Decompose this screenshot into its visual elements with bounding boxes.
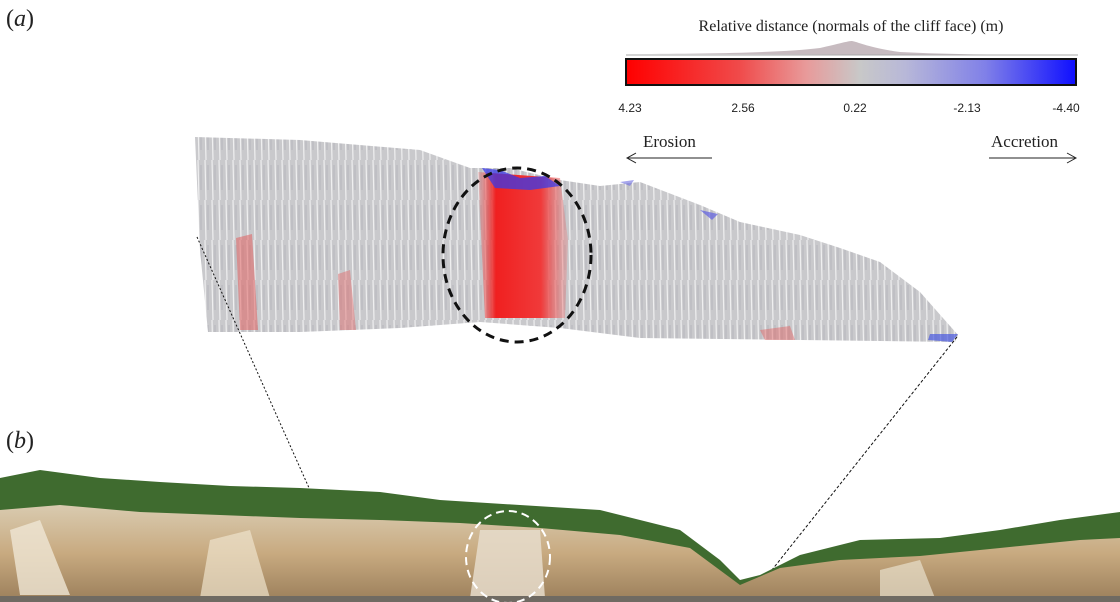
panel-label-b: (b) bbox=[6, 428, 34, 454]
accretion-label: Accretion bbox=[991, 132, 1059, 151]
colorbar-gradient bbox=[625, 58, 1077, 86]
leader-line-left bbox=[196, 236, 348, 574]
colorbar-tick-label: -4.40 bbox=[1052, 101, 1080, 115]
colorbar-tick-label: -2.13 bbox=[953, 101, 981, 115]
colorbar-tick-label: 0.22 bbox=[843, 101, 867, 115]
leader-line-right bbox=[759, 336, 958, 586]
point-cloud-map bbox=[195, 137, 958, 344]
colorbar-title: Relative distance (normals of the cliff … bbox=[698, 18, 1004, 35]
erosion-arrow bbox=[625, 152, 712, 164]
panel-letter-b: b bbox=[14, 428, 26, 454]
erosion-label: Erosion bbox=[643, 132, 696, 151]
panel-letter-a: a bbox=[14, 6, 26, 32]
accretion-arrow bbox=[989, 152, 1078, 164]
panel-label-a: (a) bbox=[6, 6, 34, 32]
colorbar-tick-label: 2.56 bbox=[731, 101, 755, 115]
colorbar-tick-label: 4.23 bbox=[618, 101, 642, 115]
cliff-photograph bbox=[0, 470, 1120, 602]
